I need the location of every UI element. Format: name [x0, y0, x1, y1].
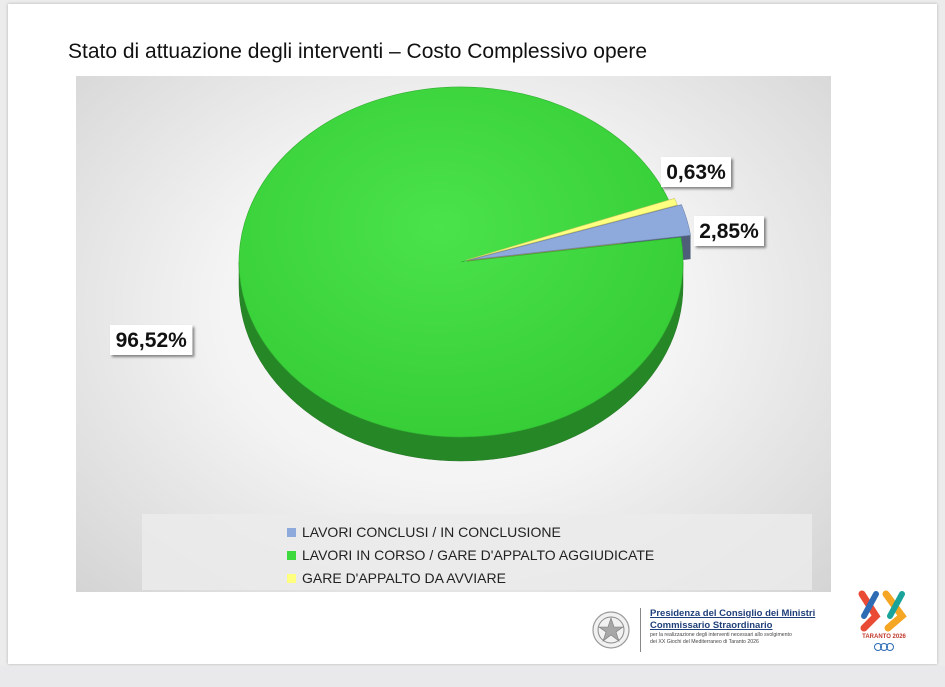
legend-item-gare-da-avviare: GARE D'APPALTO DA AVVIARE: [287, 570, 506, 586]
legend-swatch-lavori-conclusi: [287, 528, 296, 537]
footer-line-games: dei XX Giochi del Mediterraneo di Tarant…: [650, 639, 850, 646]
legend-item-lavori-conclusi: LAVORI CONCLUSI / IN CONCLUSIONE: [287, 524, 561, 540]
taranto-2026-logo-icon: TARANTO 2026: [856, 586, 912, 656]
data-label-text: 96,52%: [116, 329, 188, 352]
slide-page: Stato di attuazione degli interventi – C…: [8, 4, 937, 664]
pie-slice-lavori-in-corso: [239, 87, 683, 437]
page-title: Stato di attuazione degli interventi – C…: [68, 40, 647, 64]
logo-text: TARANTO 2026: [862, 634, 906, 640]
footer-line-commissario: Commissario Straordinario: [650, 620, 850, 632]
legend-swatch-gare-da-avviare: [287, 574, 296, 583]
bottom-strip: [0, 666, 945, 687]
footer-line-purpose: per la realizzazione degli interventi ne…: [650, 632, 850, 639]
data-label-lavori-conclusi: 2,85%: [694, 216, 764, 246]
footer-institution: Presidenza del Consiglio dei Ministri Co…: [650, 608, 850, 646]
legend-swatch-lavori-in-corso: [287, 551, 296, 560]
chart-legend: LAVORI CONCLUSI / IN CONCLUSIONE LAVORI …: [142, 514, 812, 590]
legend-label: GARE D'APPALTO DA AVVIARE: [302, 570, 506, 586]
footer-line-presidenza: Presidenza del Consiglio dei Ministri: [650, 608, 850, 620]
legend-label: LAVORI IN CORSO / GARE D'APPALTO AGGIUDI…: [302, 547, 654, 563]
legend-label: LAVORI CONCLUSI / IN CONCLUSIONE: [302, 524, 561, 540]
data-label-text: 2,85%: [699, 220, 759, 243]
legend-item-lavori-in-corso: LAVORI IN CORSO / GARE D'APPALTO AGGIUDI…: [287, 547, 654, 563]
data-label-text: 0,63%: [666, 161, 726, 184]
footer-divider: [640, 608, 641, 652]
republic-emblem-icon: [590, 607, 632, 653]
data-label-lavori-in-corso: 96,52%: [110, 325, 192, 355]
chart-area: 2,85% 96,52% 0,63% LAVORI CONCLUSI / IN CO…: [76, 76, 831, 592]
data-label-gare-da-avviare: 0,63%: [661, 157, 731, 187]
